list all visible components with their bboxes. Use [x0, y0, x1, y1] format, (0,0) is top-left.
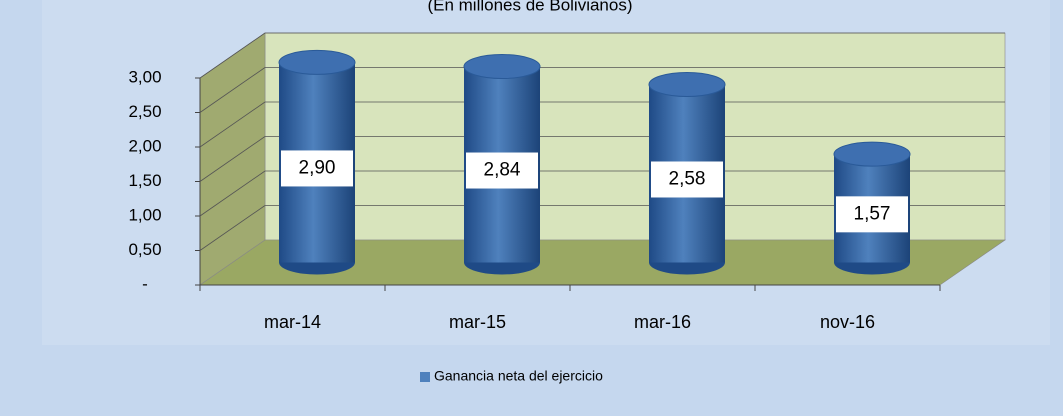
legend-label: Ganancia neta del ejercicio: [434, 368, 603, 384]
x-tick-label: nov-16: [820, 312, 875, 332]
y-tick-label: 2,00: [128, 136, 161, 155]
y-tick-label: 3,00: [128, 67, 161, 86]
marks: - 0,50 1,00 1,50 2,00 2,50 3,00 mar-14 2,90 mar-1…: [128, 32, 1005, 384]
bar-top: [648, 71, 726, 97]
grid-line: [199, 67, 266, 113]
value-label-box: [281, 150, 353, 187]
legend-swatch: [420, 372, 430, 382]
y-tick-label: 2,50: [128, 102, 161, 121]
value-label: 1,57: [854, 203, 891, 224]
bar-top: [278, 49, 356, 75]
value-label: 2,90: [299, 157, 336, 178]
x-tick-label: mar-14: [264, 312, 321, 332]
chart-subtitle: (En millones de Bolivianos): [427, 0, 632, 14]
x-tick-label: mar-15: [449, 312, 506, 332]
value-label-box: [651, 161, 723, 198]
grid-line: [199, 101, 266, 148]
value-label: 2,58: [669, 169, 706, 190]
y-tick-label: -: [142, 274, 148, 293]
grid-line: [199, 205, 266, 251]
value-label: 2,84: [484, 160, 521, 181]
x-tick-label: mar-16: [634, 312, 691, 332]
bar-top: [463, 54, 541, 80]
grid-line: [199, 170, 266, 217]
grid-line: [199, 136, 266, 182]
y-tick-label: 1,50: [128, 171, 161, 190]
value-label-box: [466, 152, 538, 189]
bar-top: [833, 141, 911, 167]
value-label-box: [836, 196, 908, 233]
grid-line: [199, 32, 266, 79]
y-tick-label: 0,50: [128, 240, 161, 259]
y-tick-label: 1,00: [128, 205, 161, 224]
